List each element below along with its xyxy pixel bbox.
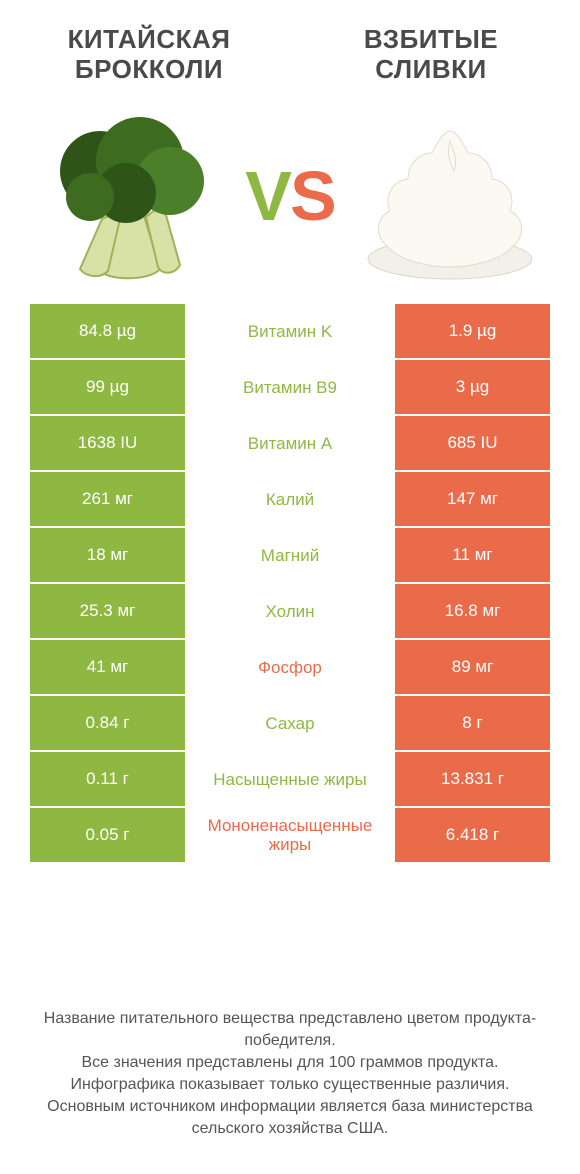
image-left: [30, 101, 230, 291]
titles-row: КИТАЙСКАЯ БРОККОЛИ ВЗБИТЫЕ СЛИВКИ: [0, 0, 580, 94]
value-right: 89 мг: [395, 640, 550, 694]
nutrient-label: Витамин A: [185, 416, 395, 470]
footer-line-2: Все значения представлены для 100 граммо…: [24, 1052, 556, 1074]
nutrient-label: Магний: [185, 528, 395, 582]
value-left: 25.3 мг: [30, 584, 185, 638]
value-right: 147 мг: [395, 472, 550, 526]
value-right: 13.831 г: [395, 752, 550, 806]
image-right: [350, 101, 550, 291]
value-right: 685 IU: [395, 416, 550, 470]
nutrient-label: Калий: [185, 472, 395, 526]
table-row: 99 µgВитамин B93 µg: [30, 360, 550, 416]
value-left: 41 мг: [30, 640, 185, 694]
nutrient-label: Фосфор: [185, 640, 395, 694]
value-left: 99 µg: [30, 360, 185, 414]
value-right: 3 µg: [395, 360, 550, 414]
nutrient-label: Витамин K: [185, 304, 395, 358]
value-left: 18 мг: [30, 528, 185, 582]
comparison-table: 84.8 µgВитамин K1.9 µg99 µgВитамин B93 µ…: [0, 304, 580, 864]
table-row: 0.84 гСахар8 г: [30, 696, 550, 752]
table-row: 18 мгМагний11 мг: [30, 528, 550, 584]
value-right: 1.9 µg: [395, 304, 550, 358]
nutrient-label: Мононенасыщенные жиры: [185, 808, 395, 862]
nutrient-label: Холин: [185, 584, 395, 638]
footer-line-4: Основным источником информации является …: [24, 1096, 556, 1140]
value-left: 84.8 µg: [30, 304, 185, 358]
value-right: 11 мг: [395, 528, 550, 582]
vs-label: VS: [245, 156, 334, 236]
value-left: 1638 IU: [30, 416, 185, 470]
footer-line-1: Название питательного вещества представл…: [24, 1008, 556, 1052]
title-right: ВЗБИТЫЕ СЛИВКИ: [316, 24, 546, 84]
value-right: 6.418 г: [395, 808, 550, 862]
vs-s: S: [290, 157, 335, 235]
nutrient-label: Насыщенные жиры: [185, 752, 395, 806]
table-row: 261 мгКалий147 мг: [30, 472, 550, 528]
vs-v: V: [245, 157, 290, 235]
whipped-cream-icon: [350, 101, 550, 291]
table-row: 25.3 мгХолин16.8 мг: [30, 584, 550, 640]
table-row: 0.05 гМононенасыщенные жиры6.418 г: [30, 808, 550, 864]
table-row: 0.11 гНасыщенные жиры13.831 г: [30, 752, 550, 808]
footer-notes: Название питательного вещества представл…: [0, 980, 580, 1174]
value-left: 261 мг: [30, 472, 185, 526]
value-right: 8 г: [395, 696, 550, 750]
hero-row: VS: [0, 94, 580, 304]
nutrient-label: Витамин B9: [185, 360, 395, 414]
table-row: 41 мгФосфор89 мг: [30, 640, 550, 696]
value-left: 0.11 г: [30, 752, 185, 806]
value-left: 0.05 г: [30, 808, 185, 862]
nutrient-label: Сахар: [185, 696, 395, 750]
title-left: КИТАЙСКАЯ БРОККОЛИ: [34, 24, 264, 84]
value-left: 0.84 г: [30, 696, 185, 750]
broccoli-icon: [30, 101, 230, 291]
table-row: 84.8 µgВитамин K1.9 µg: [30, 304, 550, 360]
value-right: 16.8 мг: [395, 584, 550, 638]
table-row: 1638 IUВитамин A685 IU: [30, 416, 550, 472]
infographic: КИТАЙСКАЯ БРОККОЛИ ВЗБИТЫЕ СЛИВКИ VS: [0, 0, 580, 1174]
footer-line-3: Инфографика показывает только существенн…: [24, 1074, 556, 1096]
